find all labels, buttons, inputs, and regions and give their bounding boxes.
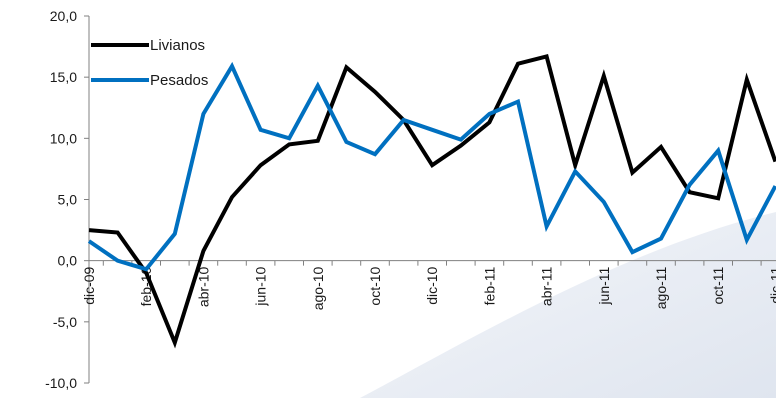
- y-axis-tick-labels: 20,0 15,0 10,0 5,0 0,0 -5,0 -10,0: [45, 8, 77, 391]
- x-tick-label: oct-11: [710, 266, 726, 304]
- series-line-livianos: [88, 53, 776, 349]
- x-tick-label: feb-10: [138, 266, 154, 306]
- legend-label-pesados: Pesados: [150, 72, 208, 89]
- y-tick-label: 15,0: [50, 69, 77, 85]
- y-tick-label: 5,0: [58, 192, 78, 208]
- axes: [84, 15, 776, 384]
- legend: Livianos Pesados: [91, 37, 208, 89]
- x-tick-label: abr-11: [539, 266, 555, 306]
- x-tick-label: jun-11: [596, 266, 612, 305]
- series-lines: [87, 53, 776, 349]
- x-tick-label: dic-10: [424, 266, 440, 304]
- background-swoosh: [360, 212, 776, 398]
- x-tick-label: feb-11: [481, 266, 497, 305]
- x-tick-label: ago-10: [310, 266, 326, 310]
- series-line-pesados: [87, 61, 776, 272]
- y-tick-label: 0,0: [58, 253, 78, 269]
- y-tick-label: -5,0: [53, 314, 77, 330]
- legend-label-livianos: Livianos: [150, 37, 205, 54]
- x-tick-label: jun-10: [253, 266, 269, 306]
- x-tick-label: oct-10: [367, 266, 383, 305]
- y-tick-label: -10,0: [45, 375, 77, 391]
- y-tick-label: 20,0: [50, 8, 77, 24]
- x-axis-tick-labels: dic-09 feb-10 abr-10 jun-10 ago-10 oct-10 dic-…: [81, 266, 776, 310]
- x-tick-label: dic-09: [81, 266, 97, 304]
- x-tick-label: dic-11: [767, 266, 776, 303]
- x-tick-label: ago-11: [653, 266, 669, 309]
- x-tick-label: abr-10: [195, 266, 211, 307]
- y-tick-label: 10,0: [50, 130, 77, 146]
